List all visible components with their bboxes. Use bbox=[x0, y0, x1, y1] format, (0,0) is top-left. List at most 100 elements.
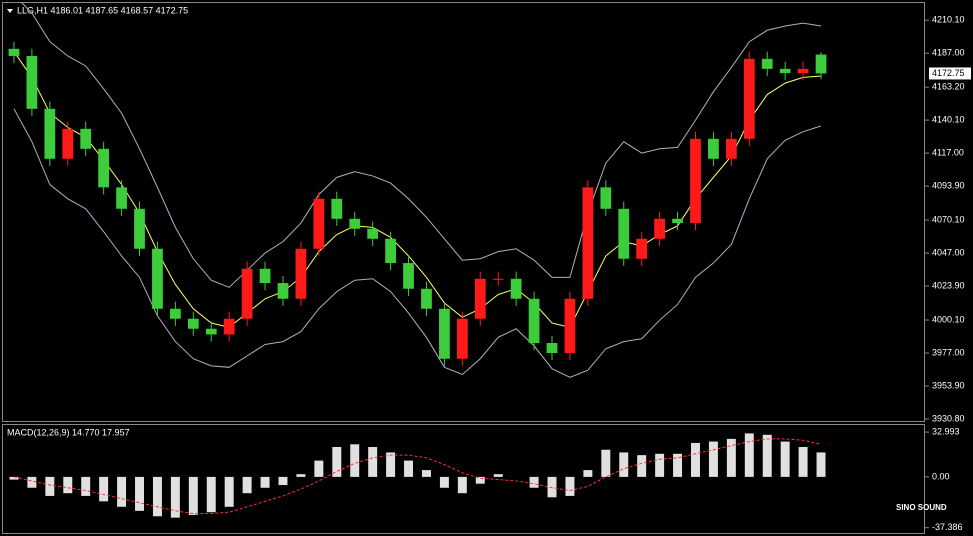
candle-body bbox=[474, 278, 486, 319]
candle-body bbox=[654, 218, 665, 239]
candle-body bbox=[98, 148, 110, 188]
histogram-bar bbox=[673, 453, 683, 477]
histogram-bar bbox=[152, 476, 162, 517]
candle-body bbox=[205, 328, 217, 335]
candle-body bbox=[385, 238, 396, 264]
histogram-bar bbox=[457, 476, 467, 494]
y-tick-label: 4163.20 bbox=[932, 81, 965, 91]
histogram-bar bbox=[583, 470, 593, 477]
candle-body bbox=[743, 58, 755, 139]
histogram-bar bbox=[368, 447, 378, 477]
candle-body bbox=[797, 68, 809, 74]
candle-body bbox=[690, 138, 701, 224]
histogram-bar bbox=[135, 476, 144, 511]
histogram-bar bbox=[421, 470, 431, 477]
y-tick-label: 32.993 bbox=[932, 426, 960, 436]
indicator-line bbox=[13, 51, 822, 328]
candle-body bbox=[528, 298, 540, 344]
candle-body bbox=[708, 138, 719, 159]
y-tick-label: 4070.10 bbox=[932, 214, 965, 224]
candle-body bbox=[492, 278, 504, 280]
histogram-bar bbox=[332, 447, 342, 477]
candle-body bbox=[439, 308, 450, 359]
candle-body bbox=[134, 208, 145, 249]
y-tick-label: 3953.90 bbox=[932, 380, 965, 390]
histogram-bar bbox=[314, 460, 324, 477]
last-price-label: 4172.75 bbox=[932, 68, 965, 78]
histogram-bar bbox=[708, 441, 718, 477]
candle-body bbox=[546, 343, 558, 354]
y-tick-label: 4000.10 bbox=[932, 314, 965, 324]
candle-body bbox=[421, 288, 432, 309]
histogram-bar bbox=[386, 452, 396, 477]
candle-body bbox=[779, 68, 791, 74]
y-tick-label: 4093.90 bbox=[932, 180, 965, 190]
histogram-bar bbox=[224, 476, 234, 507]
price-plot bbox=[8, 3, 827, 378]
histogram-bar bbox=[529, 476, 539, 488]
y-tick-label: 4210.10 bbox=[932, 15, 965, 25]
y-tick-label: 0.00 bbox=[932, 471, 950, 481]
candle-body bbox=[313, 198, 325, 249]
y-tick-label: -37.386 bbox=[932, 522, 963, 532]
macd-plot bbox=[9, 433, 826, 518]
histogram-bar bbox=[547, 476, 557, 498]
candle-body bbox=[259, 268, 271, 284]
candle-body bbox=[403, 263, 414, 289]
macd-panel bbox=[2, 424, 925, 534]
candle-body bbox=[80, 128, 92, 149]
histogram-bar bbox=[493, 474, 503, 477]
signal-line bbox=[13, 438, 822, 515]
histogram-bar bbox=[117, 476, 127, 507]
candle-body bbox=[349, 218, 361, 229]
candle-body bbox=[295, 248, 307, 299]
y-tick-label: 4023.90 bbox=[932, 280, 965, 290]
candle-body bbox=[600, 187, 612, 209]
price-panel bbox=[2, 2, 925, 422]
histogram-bar bbox=[296, 474, 306, 477]
histogram-bar bbox=[260, 476, 270, 488]
candle-body bbox=[277, 283, 289, 299]
y-tick-label: 4047.00 bbox=[932, 247, 965, 257]
histogram-bar bbox=[63, 476, 73, 494]
candle-body bbox=[116, 187, 127, 209]
histogram-bar bbox=[45, 476, 55, 496]
histogram-bar bbox=[475, 476, 485, 484]
candle-body bbox=[44, 108, 56, 159]
y-tick-label: 4117.00 bbox=[932, 147, 964, 157]
candle-body bbox=[170, 308, 181, 319]
histogram-bar bbox=[798, 447, 808, 477]
histogram-bar bbox=[242, 476, 252, 494]
histogram-bar bbox=[99, 476, 109, 502]
y-tick-label: 4187.00 bbox=[932, 48, 965, 58]
histogram-bar bbox=[350, 444, 360, 477]
candle-body bbox=[241, 268, 253, 319]
histogram-bar bbox=[601, 449, 611, 477]
histogram-bar bbox=[780, 441, 790, 477]
candle-body bbox=[367, 228, 379, 239]
candle-body bbox=[618, 208, 630, 259]
histogram-bar bbox=[439, 476, 449, 488]
histogram-bar bbox=[816, 452, 826, 477]
y-tick-label: 4140.10 bbox=[932, 114, 965, 124]
candle-body bbox=[582, 187, 594, 299]
histogram-bar bbox=[206, 476, 216, 513]
candle-body bbox=[761, 58, 773, 69]
candle-body bbox=[8, 48, 20, 56]
histogram-bar bbox=[9, 476, 19, 480]
y-tick-label: 3977.00 bbox=[932, 347, 965, 357]
candle-body bbox=[815, 54, 827, 74]
candle-body bbox=[26, 55, 38, 109]
candle-body bbox=[456, 318, 468, 359]
histogram-bar bbox=[81, 476, 91, 496]
candle-body bbox=[62, 128, 74, 159]
histogram-bar bbox=[637, 455, 647, 477]
histogram-bar bbox=[726, 438, 736, 477]
candle-body bbox=[187, 318, 199, 329]
candle-body bbox=[510, 278, 522, 299]
histogram-bar bbox=[565, 476, 575, 496]
histogram-bar bbox=[655, 453, 665, 477]
chart-title: LLG,H1 4186.01 4187.65 4168.57 4172.75 bbox=[17, 5, 188, 15]
histogram-bar bbox=[278, 476, 288, 486]
